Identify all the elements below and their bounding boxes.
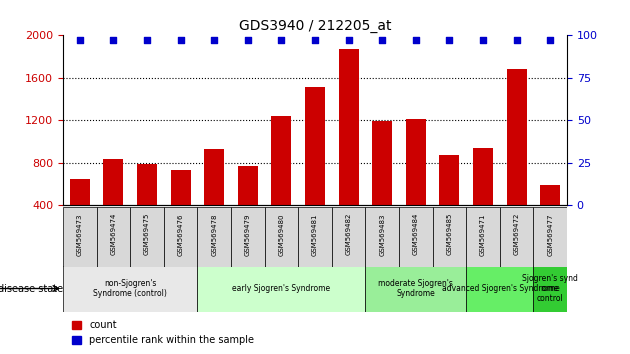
Bar — [197, 266, 365, 312]
Bar — [204, 149, 224, 248]
Bar — [70, 179, 90, 248]
Bar — [534, 266, 567, 312]
Bar — [197, 207, 231, 267]
Text: GSM569483: GSM569483 — [379, 213, 385, 256]
Text: GSM569478: GSM569478 — [211, 213, 217, 256]
Bar — [238, 166, 258, 248]
Text: GSM569481: GSM569481 — [312, 213, 318, 256]
Text: GSM569474: GSM569474 — [110, 213, 117, 256]
Text: GSM569476: GSM569476 — [178, 213, 183, 256]
Bar — [399, 207, 433, 267]
Point — [75, 38, 85, 43]
Point — [411, 38, 421, 43]
Text: GSM569484: GSM569484 — [413, 213, 419, 256]
Point — [108, 38, 118, 43]
Text: GSM569473: GSM569473 — [77, 213, 83, 256]
Bar — [466, 266, 534, 312]
Text: GSM569472: GSM569472 — [513, 213, 520, 256]
Bar — [372, 121, 392, 248]
Bar — [507, 69, 527, 248]
Bar — [171, 170, 191, 248]
Bar — [298, 207, 332, 267]
Bar — [130, 207, 164, 267]
Bar — [103, 159, 123, 248]
Point — [142, 38, 152, 43]
Bar — [365, 266, 466, 312]
Bar — [96, 207, 130, 267]
Text: GSM569477: GSM569477 — [547, 213, 553, 256]
Bar — [305, 87, 325, 248]
Bar — [164, 207, 197, 267]
Point — [512, 38, 522, 43]
Text: non-Sjogren's
Syndrome (control): non-Sjogren's Syndrome (control) — [93, 279, 167, 298]
Text: advanced Sjogren's Syndrome: advanced Sjogren's Syndrome — [442, 284, 558, 293]
Point — [545, 38, 555, 43]
Bar — [338, 49, 358, 248]
Text: Sjogren's synd
rome
control: Sjogren's synd rome control — [522, 274, 578, 303]
Point — [176, 38, 186, 43]
Text: GSM569479: GSM569479 — [245, 213, 251, 256]
Bar — [365, 207, 399, 267]
Point — [310, 38, 320, 43]
Text: GSM569480: GSM569480 — [278, 213, 284, 256]
Bar — [63, 207, 96, 267]
Point — [478, 38, 488, 43]
Point — [209, 38, 219, 43]
Bar — [137, 164, 157, 248]
Bar — [534, 207, 567, 267]
Bar — [231, 207, 265, 267]
Bar — [63, 266, 197, 312]
Bar — [473, 148, 493, 248]
Legend: count, percentile rank within the sample: count, percentile rank within the sample — [68, 316, 258, 349]
Bar — [466, 207, 500, 267]
Bar — [332, 207, 365, 267]
Text: disease state: disease state — [0, 284, 63, 293]
Bar — [406, 119, 426, 248]
Point — [277, 38, 287, 43]
Bar — [272, 116, 292, 248]
Bar — [265, 207, 298, 267]
Point — [243, 38, 253, 43]
Text: GSM569471: GSM569471 — [480, 213, 486, 256]
Text: early Sjogren's Syndrome: early Sjogren's Syndrome — [232, 284, 331, 293]
Bar — [540, 185, 560, 248]
Text: moderate Sjogren's
Syndrome: moderate Sjogren's Syndrome — [379, 279, 453, 298]
Title: GDS3940 / 212205_at: GDS3940 / 212205_at — [239, 19, 391, 33]
Point — [343, 38, 353, 43]
Bar — [433, 207, 466, 267]
Bar — [439, 155, 459, 248]
Bar — [500, 207, 534, 267]
Text: GSM569475: GSM569475 — [144, 213, 150, 256]
Text: GSM569485: GSM569485 — [447, 213, 452, 256]
Text: GSM569482: GSM569482 — [346, 213, 352, 256]
Point — [377, 38, 387, 43]
Point — [444, 38, 454, 43]
